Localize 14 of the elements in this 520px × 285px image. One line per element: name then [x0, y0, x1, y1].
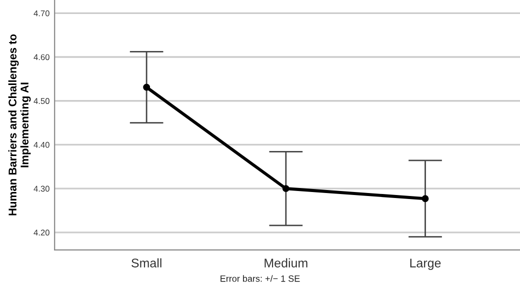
- x-tick-label: Large: [410, 258, 441, 270]
- y-tick-label: 4.70: [34, 10, 50, 16]
- y-tick-label: 4.60: [34, 54, 50, 60]
- y-tick-label: 4.50: [34, 98, 50, 104]
- y-tick-label: 4.20: [34, 230, 50, 236]
- point: [422, 195, 429, 202]
- point: [143, 84, 150, 91]
- x-tick-label: Medium: [264, 258, 308, 268]
- y-tick-label: 4.40: [34, 142, 50, 148]
- y-tick-label: 4.30: [34, 186, 50, 192]
- x-tick-label: Small: [132, 258, 162, 268]
- text: Error bars: +/− 1 SE: [220, 275, 300, 282]
- y-axis-title: Human Barriers and Challenges to Implementing AI: [8, 34, 31, 216]
- point: [282, 185, 290, 192]
